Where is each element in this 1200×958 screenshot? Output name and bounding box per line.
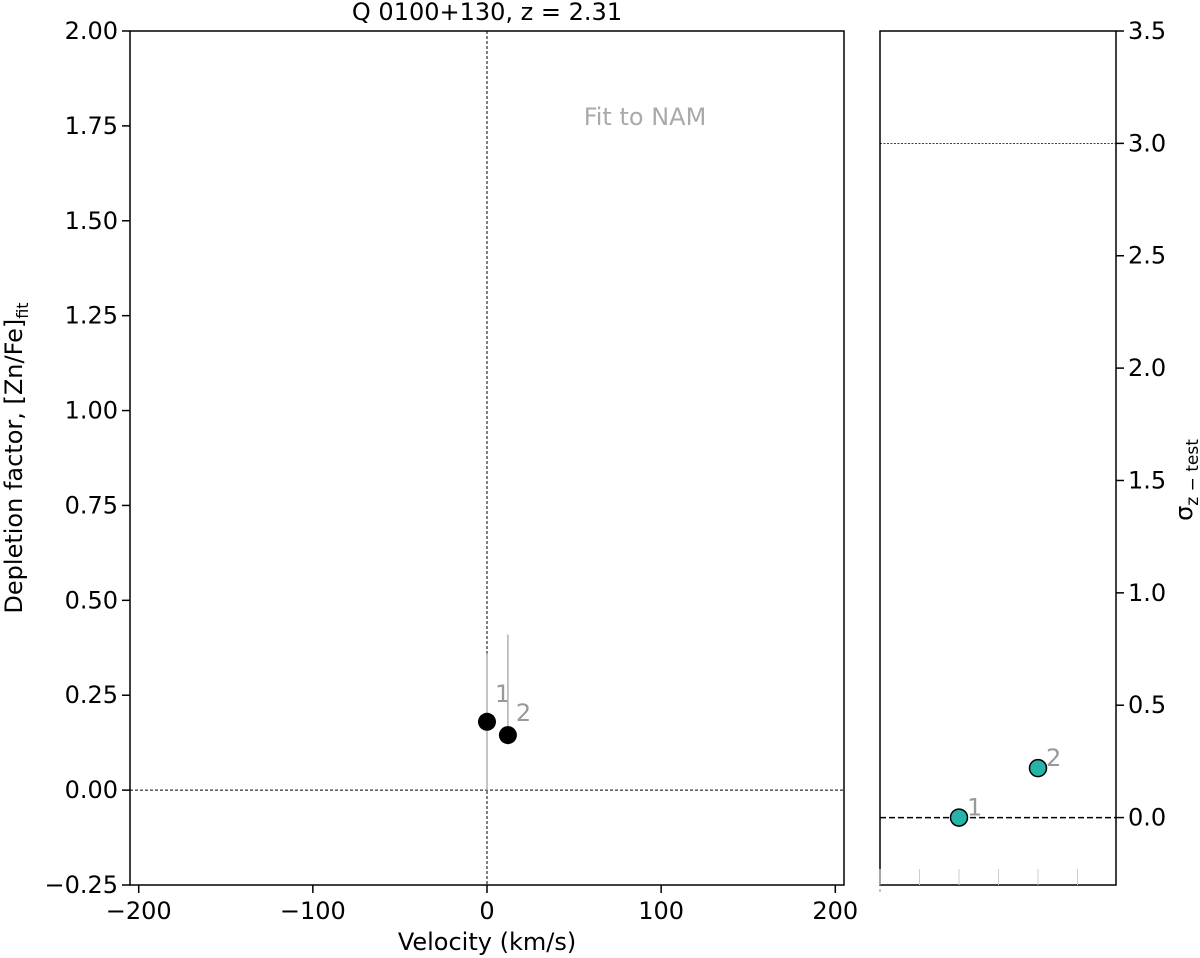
y-tick-label: −0.25 xyxy=(44,871,118,899)
y-tick-label-right: 3.0 xyxy=(1128,129,1166,157)
fit-annotation: Fit to NAM xyxy=(584,103,707,131)
x-tick-label: 200 xyxy=(812,897,858,925)
plot-frame-right xyxy=(879,30,1117,886)
y-axis-label-main: Depletion factor, [Zn/Fe] xyxy=(0,319,28,614)
z-test-point xyxy=(1028,758,1048,778)
sigma-subscript: z − test xyxy=(1183,439,1200,506)
y-tick-label-right: 1.0 xyxy=(1128,579,1166,607)
x-tick-label: 0 xyxy=(479,897,494,925)
x-tick-label: 100 xyxy=(638,897,684,925)
data-point xyxy=(478,712,496,731)
point-label: 2 xyxy=(516,699,531,727)
x-axis-ticks-right xyxy=(879,869,1078,892)
y-axis-ticks-right: 0.0 0.5 1.0 1.5 2.0 2.5 3.0 3.5 xyxy=(1116,17,1166,832)
x-axis-ticks: −200 −100 0 100 200 xyxy=(106,885,858,925)
reference-lines-right xyxy=(880,142,1116,819)
point-label: 1 xyxy=(495,680,510,708)
x-tick-label: −200 xyxy=(106,897,172,925)
z-test-point xyxy=(949,808,969,827)
z-test-point-label: 2 xyxy=(1046,744,1061,772)
y-tick-label-right: 3.5 xyxy=(1128,17,1166,45)
y-tick-label: 0.25 xyxy=(65,681,118,709)
y-tick-label: 1.25 xyxy=(65,302,118,330)
depletion-plot: Q 0100+130, z = 2.31 −200 −100 0 100 200 −0.… xyxy=(0,0,858,956)
sigma-symbol: σ xyxy=(1170,506,1198,521)
y-tick-label: 2.00 xyxy=(65,17,118,45)
y-tick-label: 0.50 xyxy=(65,586,118,614)
y-tick-label-right: 0.5 xyxy=(1128,691,1166,719)
y-tick-label-right: 2.0 xyxy=(1128,354,1166,382)
y-axis-label-right: σz − test xyxy=(1170,439,1200,521)
y-axis-label-subscript: fit xyxy=(13,302,32,318)
y-tick-label: 1.50 xyxy=(65,207,118,235)
y-axis-label: Depletion factor, [Zn/Fe]fit xyxy=(0,302,32,613)
data-points-right: 12 xyxy=(949,744,1061,827)
y-axis-ticks: −0.25 0.00 0.25 0.50 0.75 1.00 1.25 1.50 1.75 2.0… xyxy=(44,17,130,899)
y-tick-label: 0.75 xyxy=(65,491,118,519)
data-points: 12 xyxy=(478,634,531,791)
y-tick-label: 1.75 xyxy=(65,112,118,140)
y-tick-label-right: 1.5 xyxy=(1128,466,1166,494)
y-tick-label: 1.00 xyxy=(65,397,118,425)
y-tick-label-right: 2.5 xyxy=(1128,242,1166,270)
z-test-plot: 0.00.51.01.52.02.53.03.5 12 σz − test xyxy=(879,17,1200,892)
z-test-point-label: 1 xyxy=(967,794,982,822)
x-tick-label: −100 xyxy=(280,897,346,925)
y-tick-label-right: 0.0 xyxy=(1128,804,1166,832)
data-point xyxy=(498,726,517,745)
y-tick-label: 0.00 xyxy=(65,776,118,804)
chart-title: Q 0100+130, z = 2.31 xyxy=(352,0,622,26)
x-axis-label: Velocity (km/s) xyxy=(398,928,576,956)
